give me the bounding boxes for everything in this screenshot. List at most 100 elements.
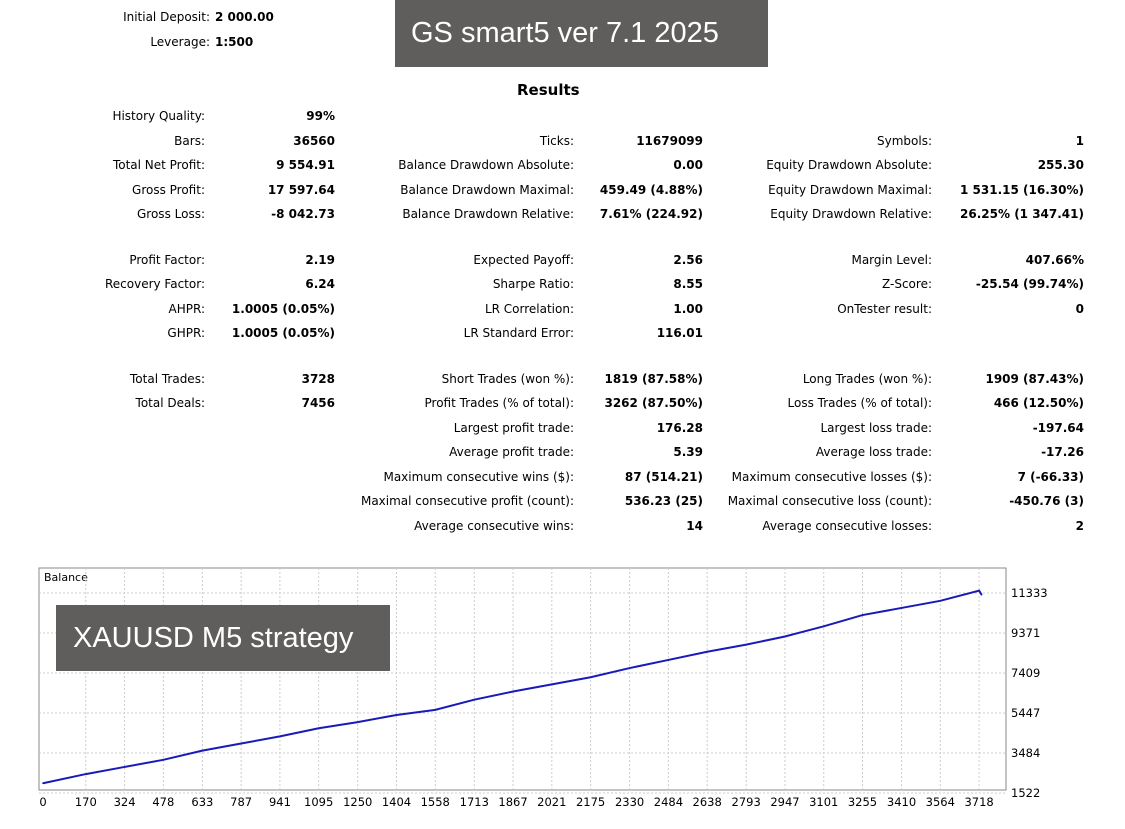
stat-label: Balance Drawdown Maximal:	[400, 183, 574, 197]
stat-value: 2	[1075, 519, 1084, 533]
stat-value: 116.01	[656, 326, 703, 340]
stat-value: -25.54 (99.74%)	[975, 277, 1084, 291]
stat-label: Maximum consecutive wins ($):	[383, 470, 574, 484]
initial-deposit-value: 2 000.00	[215, 10, 274, 24]
stat-value: 1.0005 (0.05%)	[231, 302, 335, 316]
x-tick-label: 2330	[615, 795, 644, 809]
balance-point	[356, 721, 359, 723]
stat-value: 466 (12.50%)	[993, 396, 1084, 410]
balance-point	[395, 714, 398, 716]
x-tick-label: 2021	[537, 795, 566, 809]
stat-value: 6.24	[305, 277, 335, 291]
balance-line	[42, 589, 983, 785]
stat-label: GHPR:	[167, 326, 205, 340]
stat-value: 11679099	[636, 134, 703, 148]
stat-value: 407.66%	[1025, 253, 1084, 267]
stat-value: 8.55	[673, 277, 703, 291]
stat-value: -197.64	[1032, 421, 1084, 435]
stat-label: Long Trades (won %):	[802, 372, 932, 386]
x-tick-label: 170	[75, 795, 97, 809]
stat-value: -17.26	[1041, 445, 1084, 459]
stat-label: Largest loss trade:	[820, 421, 932, 435]
stat-value: 2.56	[673, 253, 703, 267]
balance-chart: Balance 1522 3484 5447 7409 9371 11333 0 170 324 4…	[38, 567, 1048, 809]
stat-label: Balance Drawdown Relative:	[402, 207, 574, 221]
stat-label: Bars:	[174, 134, 205, 148]
stat-label: Expected Payoff:	[473, 253, 574, 267]
stat-value: -450.76 (3)	[1009, 494, 1084, 508]
stat-label: Z-Score:	[882, 277, 932, 291]
stat-label: Average consecutive losses:	[762, 519, 932, 533]
stat-value: 459.49 (4.88%)	[599, 183, 703, 197]
title-banner: GS smart5 ver 7.1 2025	[395, 0, 768, 67]
balance-point	[317, 727, 320, 730]
stat-value: -8 042.73	[271, 207, 335, 221]
balance-point	[784, 635, 786, 638]
leverage-value: 1:500	[215, 35, 254, 49]
chart-overlay-label: XAUUSD M5 strategy	[56, 605, 390, 671]
balance-point	[939, 600, 942, 602]
stat-value: 5.39	[673, 445, 703, 459]
y-tick-label: 5447	[1011, 706, 1040, 720]
x-tick-label: 1867	[498, 795, 527, 809]
y-tick-label: 3484	[1011, 746, 1040, 760]
x-tick-label: 3564	[926, 795, 955, 809]
balance-point	[628, 667, 631, 669]
x-tick-label: 324	[114, 795, 136, 809]
leverage-label: Leverage:	[150, 35, 210, 49]
stat-label: Total Trades:	[130, 372, 205, 386]
balance-point	[861, 614, 864, 616]
stat-label: Gross Loss:	[137, 207, 205, 221]
x-tick-label: 3410	[887, 795, 916, 809]
initial-deposit-label: Initial Deposit:	[123, 10, 210, 24]
y-tick-label: 11333	[1011, 586, 1048, 600]
stat-label: Largest profit trade:	[453, 421, 574, 435]
x-tick-label: 478	[152, 795, 174, 809]
balance-point	[980, 593, 983, 596]
stat-value: 1909 (87.43%)	[985, 372, 1084, 386]
stat-value: 3262 (87.50%)	[604, 396, 703, 410]
stat-label: Balance Drawdown Absolute:	[398, 158, 574, 172]
balance-point	[822, 625, 825, 628]
x-tick-label: 2175	[576, 795, 605, 809]
stat-label: Maximal consecutive loss (count):	[727, 494, 932, 508]
stat-value: 176.28	[656, 421, 703, 435]
x-tick-label: 1095	[304, 795, 333, 809]
x-tick-label: 1404	[382, 795, 411, 809]
stat-value: 0	[1075, 302, 1084, 316]
stat-label: Ticks:	[539, 134, 574, 148]
x-tick-label: 3101	[809, 795, 838, 809]
x-tick-label: 3718	[964, 795, 993, 809]
x-tick-label: 941	[269, 795, 291, 809]
y-tick-label: 1522	[1011, 786, 1040, 800]
stat-value: 1 531.15 (16.30%)	[960, 183, 1084, 197]
balance-point	[162, 759, 165, 761]
balance-point	[978, 589, 980, 592]
stat-label: Sharpe Ratio:	[492, 277, 574, 291]
x-tick-label: 1558	[421, 795, 450, 809]
stat-value: 26.25% (1 347.41)	[960, 207, 1084, 221]
stat-label: Maximal consecutive profit (count):	[360, 494, 574, 508]
balance-point	[434, 709, 437, 711]
balance-point	[240, 742, 242, 745]
stat-label: Total Net Profit:	[112, 158, 205, 172]
stat-value: 1.00	[673, 302, 703, 316]
stat-value: 17 597.64	[267, 183, 335, 197]
stat-value: 99%	[306, 109, 335, 123]
stat-label: Average consecutive wins:	[414, 519, 574, 533]
balance-point	[42, 782, 44, 785]
x-tick-label: 2638	[693, 795, 722, 809]
stat-value: 1.0005 (0.05%)	[231, 326, 335, 340]
x-tick-label: 633	[191, 795, 213, 809]
balance-point	[745, 643, 747, 646]
stat-label: Loss Trades (% of total):	[787, 396, 933, 410]
stat-value: 536.23 (25)	[624, 494, 703, 508]
stat-label: LR Correlation:	[484, 302, 574, 316]
stat-value: 7.61% (224.92)	[599, 207, 703, 221]
stat-value: 3728	[301, 372, 335, 386]
stat-label: Average loss trade:	[815, 445, 932, 459]
stat-value: 1	[1075, 134, 1084, 148]
x-tick-label: 2793	[732, 795, 761, 809]
stat-label: Equity Drawdown Absolute:	[766, 158, 932, 172]
